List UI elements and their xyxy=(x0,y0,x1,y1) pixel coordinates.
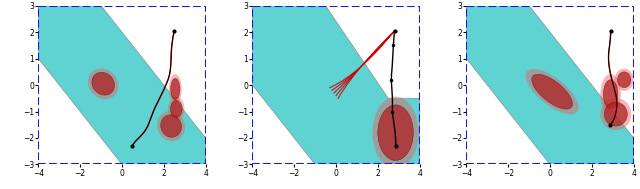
Ellipse shape xyxy=(168,97,184,121)
Ellipse shape xyxy=(600,74,621,115)
Ellipse shape xyxy=(604,80,618,109)
Ellipse shape xyxy=(525,69,579,114)
Ellipse shape xyxy=(615,69,634,91)
Ellipse shape xyxy=(88,68,118,99)
Polygon shape xyxy=(252,6,420,164)
Ellipse shape xyxy=(169,74,182,104)
Ellipse shape xyxy=(170,100,182,117)
Ellipse shape xyxy=(604,102,627,126)
Ellipse shape xyxy=(171,78,180,100)
Ellipse shape xyxy=(618,72,631,88)
Polygon shape xyxy=(38,6,205,164)
Ellipse shape xyxy=(161,115,182,137)
Ellipse shape xyxy=(600,98,631,130)
Ellipse shape xyxy=(378,105,413,160)
Polygon shape xyxy=(467,6,634,164)
Ellipse shape xyxy=(157,111,185,141)
Ellipse shape xyxy=(532,74,573,109)
Ellipse shape xyxy=(372,97,419,169)
Ellipse shape xyxy=(92,72,115,95)
